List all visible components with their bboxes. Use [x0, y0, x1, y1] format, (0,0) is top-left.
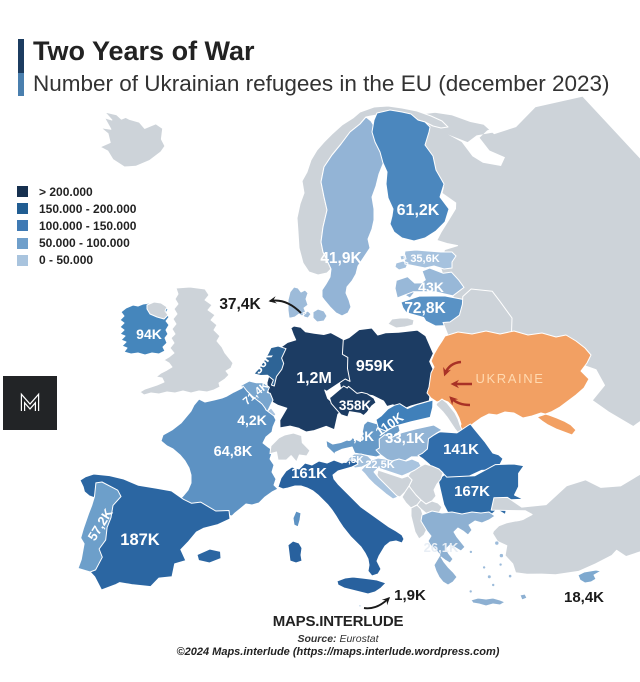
svg-text:22,5K: 22,5K: [365, 459, 394, 471]
svg-text:UKRAINE: UKRAINE: [476, 371, 545, 386]
svg-text:187K: 187K: [120, 531, 160, 549]
svg-text:41,9K: 41,9K: [320, 250, 362, 267]
svg-text:61,2K: 61,2K: [397, 202, 440, 219]
svg-text:4,2K: 4,2K: [237, 412, 267, 428]
svg-text:161K: 161K: [291, 465, 327, 482]
svg-text:37,4K: 37,4K: [219, 296, 261, 313]
svg-text:43K: 43K: [418, 279, 444, 295]
svg-text:1,9K: 1,9K: [394, 587, 426, 604]
svg-text:94K: 94K: [136, 326, 162, 342]
svg-text:72,8K: 72,8K: [404, 300, 446, 317]
svg-text:33,1K: 33,1K: [385, 430, 425, 447]
svg-text:18,4K: 18,4K: [564, 589, 604, 606]
svg-text:8,5K: 8,5K: [342, 455, 364, 466]
svg-text:167K: 167K: [454, 483, 490, 500]
svg-text:1,2M: 1,2M: [296, 370, 332, 387]
svg-text:79,8K: 79,8K: [338, 429, 374, 444]
svg-text:64,8K: 64,8K: [214, 444, 253, 460]
svg-text:959K: 959K: [356, 358, 395, 375]
svg-text:358K: 358K: [339, 398, 372, 413]
svg-text:26,1K: 26,1K: [424, 540, 459, 555]
svg-text:141K: 141K: [443, 441, 479, 458]
svg-text:35,6K: 35,6K: [410, 253, 439, 265]
